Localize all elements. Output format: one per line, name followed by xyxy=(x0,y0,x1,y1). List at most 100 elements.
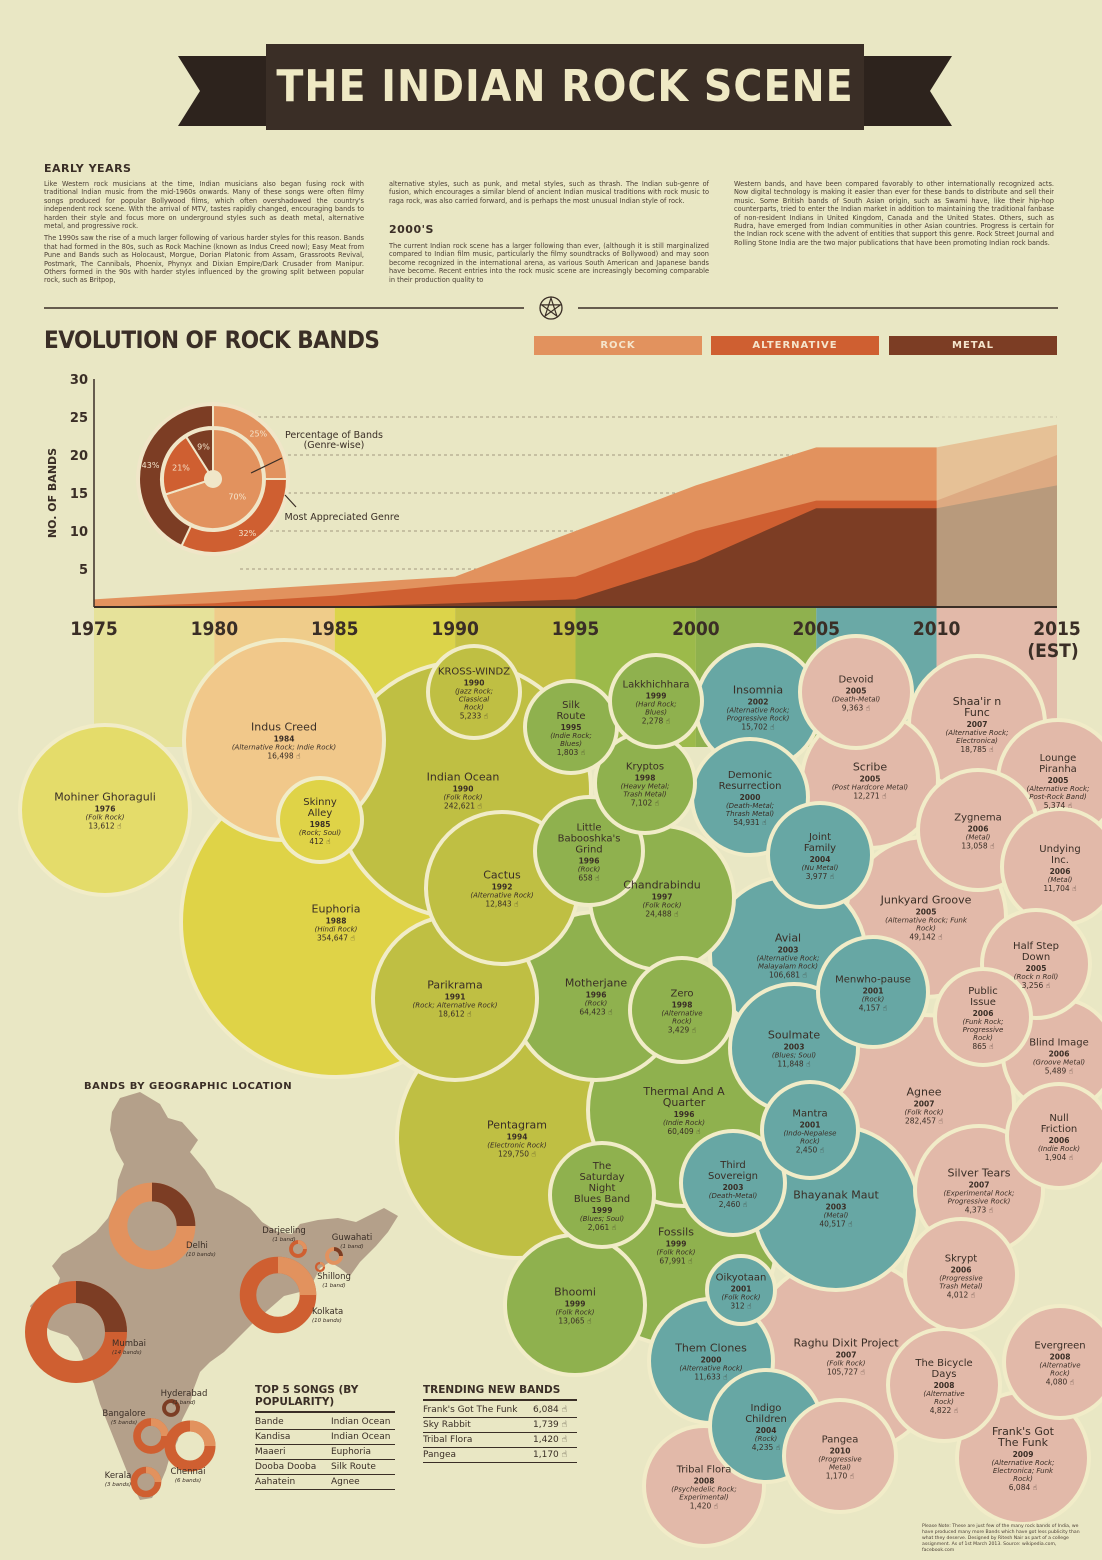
song-band: Agnee xyxy=(331,1477,360,1487)
band-genre: (Indie Rock) xyxy=(663,1119,705,1127)
band-genre: (Folk Rock) xyxy=(642,902,681,910)
band-genre: (Jazz Rock; xyxy=(455,688,493,696)
band-bubble xyxy=(426,644,522,740)
band-genre: Progressive Rock) xyxy=(727,715,790,723)
pentagram-icon xyxy=(539,296,563,320)
band-bubble xyxy=(705,1254,777,1326)
band-name: Cactus xyxy=(483,869,521,882)
band-name: Pangea xyxy=(822,1435,859,1446)
area-chart-axes: 5 10 15 20 25 30 1975 1980 1985 1990 1995 2000 2005 2… xyxy=(46,373,1081,662)
band-name: Euphoria xyxy=(312,903,361,916)
band-likes: 12,271 ☝ xyxy=(853,792,887,801)
india-map-shape xyxy=(30,1092,398,1500)
band-likes: 40,517 ☝ xyxy=(819,1220,853,1229)
band-genre: Experimental) xyxy=(679,1494,729,1502)
x-tick-label: 1980 xyxy=(191,618,239,640)
city-name: Shillong xyxy=(317,1272,351,1282)
band-bubble xyxy=(1002,1304,1102,1420)
band-bubble xyxy=(933,967,1033,1067)
band-name: Alley xyxy=(308,808,333,819)
pie-inner-label: 21% xyxy=(172,463,190,472)
band-name: Oikyotaan xyxy=(716,1273,767,1284)
band-name: Quarter xyxy=(663,1096,706,1109)
y-tick-label: 20 xyxy=(70,449,88,464)
band-name: Menwho-pause xyxy=(835,975,911,986)
band-year: 1995 xyxy=(561,723,582,732)
y-tick-label: 30 xyxy=(70,373,88,388)
city-count: (14 bands) xyxy=(112,1350,142,1356)
city-name: Guwahati xyxy=(332,1233,372,1243)
band-genre: (Heavy Metal; xyxy=(621,783,670,791)
band-name: Blues Band xyxy=(574,1194,630,1205)
y-tick-label: 5 xyxy=(79,563,88,578)
band-name: Raghu Dixit Project xyxy=(793,1337,899,1350)
band-name: Lounge xyxy=(1040,753,1077,764)
band-likes: 2,278 ☝ xyxy=(642,717,671,726)
band-genre: Progressive Rock) xyxy=(948,1198,1011,1206)
band-genre: Blues) xyxy=(645,709,667,717)
band-name: Fossils xyxy=(658,1226,694,1239)
band-likes: 16,498 ☝ xyxy=(267,752,301,761)
band-likes: 15,702 ☝ xyxy=(741,723,775,732)
section-divider xyxy=(44,296,1058,320)
col2-p2: The current Indian rock scene has a larg… xyxy=(389,242,709,284)
band-likes: 129,750 ☝ xyxy=(498,1150,536,1159)
band-year: 1990 xyxy=(453,785,474,794)
city-count: (1 band) xyxy=(272,1237,295,1243)
band-genre: (Indo-Nepalese xyxy=(784,1130,837,1138)
band-genre: (Alternative Rock; xyxy=(1027,785,1090,793)
band-label-21: DemonicResurrection2000(Death-Metal;Thra… xyxy=(719,770,782,827)
x-tick-label: 1990 xyxy=(431,618,479,640)
band-bubble xyxy=(766,801,874,909)
band-year: 2008 xyxy=(934,1381,955,1390)
band-bubble xyxy=(816,935,930,1049)
band-genre: (Nu Metal) xyxy=(802,864,839,872)
band-likes: 5,233 ☝ xyxy=(460,712,489,721)
band-year: 1991 xyxy=(445,993,466,1002)
city-marker-bangalore: Bangalore(5 bands) xyxy=(102,1409,169,1454)
band-year: 1999 xyxy=(646,692,667,701)
band-year: 1990 xyxy=(464,679,485,688)
band-name: Parikrama xyxy=(427,979,483,992)
band-likes: 312 ☝ xyxy=(730,1302,752,1311)
band-genre: (Folk Rock) xyxy=(904,1109,943,1117)
band-genre: (Folk Rock) xyxy=(656,1249,695,1257)
band-likes: 5,489 ☝ xyxy=(1045,1067,1074,1076)
band-year: 1996 xyxy=(586,991,607,1000)
band-genre: (Alternative Rock; xyxy=(757,955,820,963)
band-name: Zero xyxy=(670,989,693,1000)
band-name: KROSS-WINDZ xyxy=(438,667,510,678)
band-name: Bhayanak Maut xyxy=(793,1189,879,1202)
col3-p1: Western bands, and have been compared fa… xyxy=(734,180,1054,247)
city-marker-delhi: Delhi(10 bands) xyxy=(108,1182,216,1270)
band-likes: 13,058 ☝ xyxy=(961,842,995,851)
band-year: 1996 xyxy=(579,857,600,866)
city-count: (1 band) xyxy=(322,1283,345,1289)
band-genre: (Alternative Rock; xyxy=(992,1459,1055,1467)
band-likes: 18,785 ☝ xyxy=(960,745,994,754)
city-count: (1 band) xyxy=(172,1400,195,1406)
song-row: Aahatein Agnee xyxy=(255,1475,395,1490)
city-marker-darjeeling: Darjeeling(1 band) xyxy=(262,1226,307,1258)
band-name: Inc. xyxy=(1051,855,1069,866)
band-year: 2007 xyxy=(967,720,988,729)
band-year: 2003 xyxy=(784,1043,805,1052)
band-year: 2009 xyxy=(1013,1450,1034,1459)
band-name: Evergreen xyxy=(1034,1341,1085,1352)
band-genre: (Rock) xyxy=(578,866,601,874)
x-axis-note: (EST) xyxy=(1027,640,1078,662)
col2-text-b: The current Indian rock scene has a larg… xyxy=(389,242,709,288)
song-title: Kandisa xyxy=(255,1432,291,1442)
band-year: 2001 xyxy=(800,1121,821,1130)
band-name: Agnee xyxy=(906,1086,941,1099)
